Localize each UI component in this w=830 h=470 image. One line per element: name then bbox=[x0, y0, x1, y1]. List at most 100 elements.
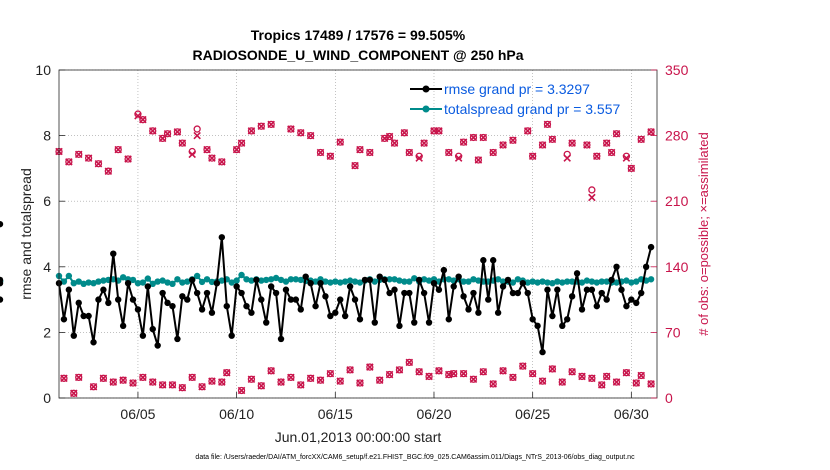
obs-assimilated-marker-lower bbox=[247, 375, 256, 384]
obs-possible-marker-lower bbox=[326, 369, 335, 378]
axes-box bbox=[58, 69, 658, 399]
obs-possible-marker-lower bbox=[99, 374, 108, 382]
series-point-0 bbox=[297, 306, 304, 313]
series-point-0 bbox=[238, 289, 245, 297]
series-point-0 bbox=[445, 316, 452, 323]
obs-assimilated-marker-upper bbox=[523, 127, 532, 135]
obs-possible-marker-upper bbox=[405, 148, 413, 157]
obs-assimilated-marker-lower bbox=[602, 372, 611, 381]
series-point-1 bbox=[460, 278, 467, 285]
obs-possible-marker-lower bbox=[548, 365, 557, 373]
series-point-1 bbox=[598, 278, 605, 285]
series-point-1 bbox=[544, 279, 551, 286]
obs-possible-marker-lower bbox=[509, 373, 517, 382]
series-point-1 bbox=[371, 278, 378, 285]
series-point-1 bbox=[623, 277, 630, 284]
series-point-0 bbox=[628, 296, 635, 303]
series-point-1 bbox=[70, 280, 78, 287]
series-point-0 bbox=[80, 312, 87, 320]
obs-assimilated-marker-upper bbox=[232, 145, 241, 154]
data-file-footer: data file: /Users/raeder/DAI/ATM_forcXX/… bbox=[195, 454, 635, 461]
series-point-1 bbox=[356, 279, 364, 286]
series-point-1 bbox=[420, 276, 428, 283]
obs-possible-marker-upper bbox=[75, 150, 83, 158]
obs-assimilated-marker-upper bbox=[84, 154, 93, 162]
series-point-0 bbox=[0, 296, 4, 303]
obs-assimilated-marker-lower bbox=[208, 377, 216, 385]
obs-possible-marker-lower bbox=[75, 373, 83, 382]
obs-possible-marker-lower bbox=[306, 374, 315, 382]
series-point-0 bbox=[144, 283, 152, 290]
series-point-0 bbox=[312, 302, 319, 310]
obs-possible-marker-upper bbox=[568, 139, 576, 147]
series-point-0 bbox=[267, 283, 275, 290]
obs-possible-marker-lower bbox=[218, 378, 226, 386]
series-point-1 bbox=[559, 279, 566, 286]
series-point-0 bbox=[647, 243, 655, 251]
series-point-0 bbox=[618, 286, 625, 293]
series-point-0 bbox=[70, 332, 78, 339]
obs-assimilated-marker-lower bbox=[435, 367, 443, 375]
series-point-0 bbox=[307, 280, 314, 287]
series-point-0 bbox=[539, 348, 546, 356]
obs-assimilated-marker-upper bbox=[257, 122, 266, 130]
obs-possible-marker-lower bbox=[622, 369, 631, 377]
obs-assimilated-marker-upper bbox=[188, 150, 196, 159]
obs-assimilated-marker-lower bbox=[356, 379, 364, 387]
series-point-0 bbox=[524, 289, 531, 297]
obs-possible-marker-upper bbox=[543, 120, 552, 129]
series-point-1 bbox=[184, 278, 191, 285]
obs-assimilated-marker-lower bbox=[109, 378, 118, 386]
series-point-0 bbox=[376, 273, 383, 280]
obs-assimilated-marker-lower bbox=[129, 379, 137, 387]
series-point-1 bbox=[277, 276, 285, 284]
obs-possible-marker-lower bbox=[139, 373, 147, 382]
series-point-1 bbox=[534, 279, 541, 286]
series-point-0 bbox=[598, 289, 605, 297]
series-point-0 bbox=[642, 263, 650, 270]
series-point-0 bbox=[420, 289, 428, 297]
series-point-0 bbox=[233, 283, 240, 290]
series-point-0 bbox=[638, 289, 645, 297]
series-point-1 bbox=[549, 280, 556, 287]
obs-possible-marker-lower bbox=[158, 381, 167, 389]
obs-assimilated-marker-lower bbox=[499, 367, 507, 375]
series-point-0 bbox=[223, 302, 230, 310]
obs-assimilated-marker-upper bbox=[435, 127, 443, 135]
obs-assimilated-marker-lower bbox=[375, 376, 384, 384]
series-layer bbox=[0, 220, 655, 356]
series-point-1 bbox=[174, 276, 181, 283]
series-point-1 bbox=[90, 280, 97, 287]
obs-possible-marker-lower bbox=[198, 383, 206, 391]
obs-possible-marker-upper bbox=[336, 138, 344, 146]
obs-possible-marker-upper bbox=[647, 128, 655, 136]
series-point-0 bbox=[406, 289, 413, 297]
y2-tick-label: 0 bbox=[665, 390, 673, 406]
obs-possible-marker-lower bbox=[188, 373, 196, 382]
obs-assimilated-marker-lower bbox=[326, 369, 335, 378]
series-point-0 bbox=[341, 312, 349, 320]
series-point-1 bbox=[514, 276, 522, 283]
obs-assimilated-marker-lower bbox=[597, 381, 606, 389]
series-point-1 bbox=[351, 278, 359, 285]
obs-assimilated-marker-upper bbox=[193, 131, 201, 140]
series-point-1 bbox=[228, 279, 235, 286]
obs-possible-marker-lower bbox=[538, 377, 547, 385]
series-point-0 bbox=[480, 257, 487, 264]
obs-assimilated-marker-lower bbox=[489, 380, 497, 388]
obs-possible-marker-upper bbox=[435, 127, 443, 135]
series-point-1 bbox=[539, 278, 546, 285]
series-point-1 bbox=[593, 279, 601, 286]
series-point-0 bbox=[489, 257, 497, 264]
obs-assimilated-marker-lower bbox=[637, 371, 645, 380]
obs-possible-marker-upper bbox=[400, 129, 409, 137]
obs-possible-marker-lower bbox=[459, 369, 468, 378]
obs-possible-marker-upper bbox=[316, 148, 325, 157]
series-point-0 bbox=[159, 289, 166, 297]
series-point-1 bbox=[243, 276, 250, 283]
series-point-1 bbox=[60, 278, 68, 285]
obs-assimilated-marker-upper bbox=[94, 159, 103, 168]
series-point-0 bbox=[90, 339, 97, 346]
obs-possible-marker-upper bbox=[538, 141, 547, 149]
